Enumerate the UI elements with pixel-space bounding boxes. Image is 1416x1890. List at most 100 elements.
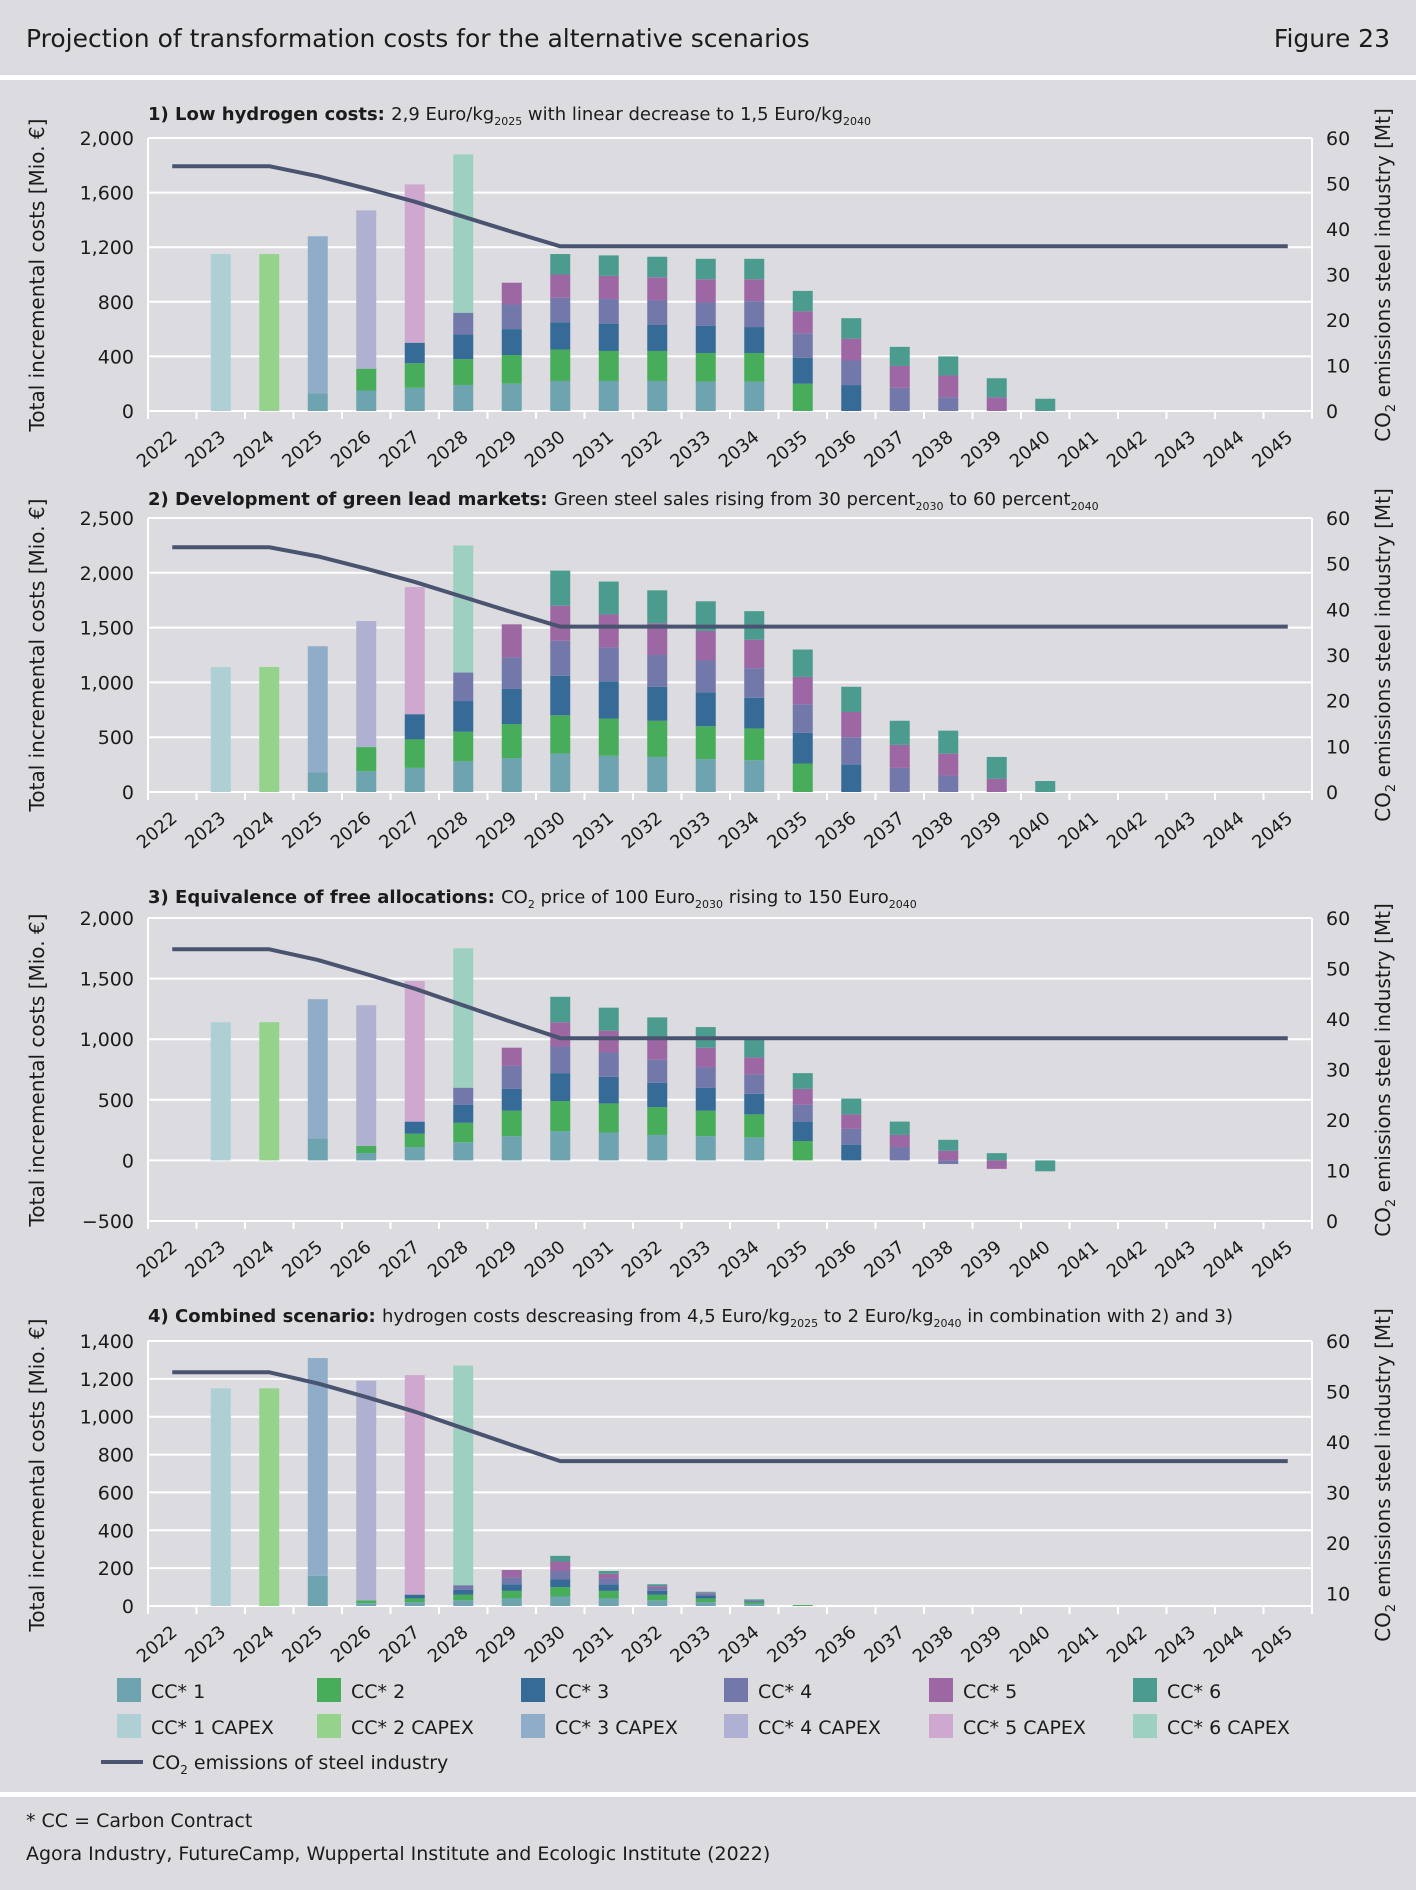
title-text: with linear decrease to 1,5 Euro/kg bbox=[522, 104, 843, 125]
x-tick-label: 2044 bbox=[1200, 808, 1249, 854]
bar-cc4 bbox=[938, 397, 959, 411]
bar-cc2 bbox=[598, 350, 619, 381]
bar-cc2 bbox=[695, 352, 716, 382]
y-tick-label: 2,000 bbox=[80, 128, 134, 150]
legend-line-sub: 2 bbox=[180, 1763, 188, 1777]
y2-axis-title: CO2 emissions steel industry [Mt] bbox=[1371, 108, 1399, 442]
x-tick-label: 2041 bbox=[1054, 808, 1103, 854]
x-tick-label: 2023 bbox=[181, 808, 230, 854]
bar-cc3 bbox=[501, 329, 522, 356]
bar-cc6-capex bbox=[453, 948, 474, 1088]
bar-cc1 bbox=[501, 383, 522, 411]
bar-cc1 bbox=[356, 771, 377, 792]
bar-cc2 bbox=[453, 731, 474, 762]
x-tick-label: 2039 bbox=[957, 808, 1006, 854]
title-subscript: 2030 bbox=[695, 898, 723, 911]
bar-cc2-capex bbox=[259, 254, 280, 411]
legend-label: CC* 2 bbox=[351, 1681, 405, 1703]
x-tick-label: 2032 bbox=[618, 1237, 667, 1283]
legend-label: CC* 6 CAPEX bbox=[1167, 1717, 1290, 1739]
bar-cc2 bbox=[404, 1133, 425, 1148]
bar-cc4 bbox=[938, 1160, 959, 1165]
x-tick-label: 2022 bbox=[133, 808, 182, 854]
y2-tick-label: 10 bbox=[1326, 1161, 1350, 1183]
legend-swatch bbox=[1133, 1714, 1157, 1738]
x-tick-label: 2032 bbox=[618, 808, 667, 854]
legend-label: CC* 4 CAPEX bbox=[758, 1717, 881, 1739]
bar-cc3 bbox=[598, 323, 619, 351]
bar-cc2 bbox=[404, 739, 425, 768]
y-tick-label: 0 bbox=[122, 782, 134, 804]
bar-cc1 bbox=[404, 1147, 425, 1161]
bar-cc6 bbox=[841, 686, 862, 712]
x-tick-label: 2028 bbox=[424, 1237, 473, 1283]
y2-tick-label: 30 bbox=[1326, 1060, 1350, 1082]
legend-line-text: CO bbox=[152, 1752, 180, 1774]
y2-tick-label: 50 bbox=[1326, 554, 1350, 576]
bar-cc4 bbox=[598, 1578, 619, 1585]
bar-cc5 bbox=[598, 614, 619, 648]
bar-cc6 bbox=[744, 1039, 765, 1058]
x-tick-label: 2035 bbox=[763, 808, 812, 854]
y2-title-text: CO bbox=[1371, 1612, 1395, 1642]
chart-title: 1) Low hydrogen costs: 2,9 Euro/kg2025 w… bbox=[148, 104, 871, 128]
x-tick-label: 2036 bbox=[812, 808, 861, 854]
bar-cc1 bbox=[744, 1137, 765, 1161]
x-tick-label: 2030 bbox=[521, 1622, 570, 1668]
x-tick-label: 2037 bbox=[860, 808, 909, 854]
x-tick-label: 2029 bbox=[472, 1622, 521, 1668]
bar-cc3 bbox=[550, 675, 571, 716]
bar-cc4 bbox=[744, 1074, 765, 1094]
bar-cc5 bbox=[501, 1047, 522, 1066]
bar-cc3 bbox=[453, 701, 474, 732]
bar-cc3 bbox=[841, 764, 862, 792]
title-text: Green steel sales rising from 30 percent bbox=[554, 489, 916, 510]
bar-cc3 bbox=[598, 681, 619, 719]
title-text: hydrogen costs descreasing from 4,5 Euro… bbox=[382, 1306, 790, 1327]
bar-cc1 bbox=[550, 1131, 571, 1161]
bar-cc6 bbox=[889, 720, 910, 745]
bar-cc6 bbox=[792, 1073, 813, 1089]
legend-swatch bbox=[317, 1678, 341, 1702]
y-tick-label: 2,000 bbox=[80, 563, 134, 585]
bar-cc1 bbox=[598, 1598, 619, 1606]
x-tick-label: 2039 bbox=[957, 1237, 1006, 1283]
bar-cc3 bbox=[404, 714, 425, 740]
y-tick-label: 1,400 bbox=[80, 1331, 134, 1353]
bar-cc2 bbox=[453, 1594, 474, 1601]
title-text: 1) Low hydrogen costs: bbox=[148, 104, 391, 125]
bar-cc3 bbox=[404, 1594, 425, 1599]
bar-cc4 bbox=[792, 1104, 813, 1122]
x-tick-label: 2031 bbox=[569, 1237, 618, 1283]
bar-cc2 bbox=[356, 1600, 377, 1604]
chart-title: 2) Development of green lead markets: Gr… bbox=[148, 489, 1099, 513]
bar-cc4 bbox=[841, 360, 862, 386]
x-tick-label: 2024 bbox=[230, 427, 279, 473]
chart-title: 3) Equivalence of free allocations: CO2 … bbox=[148, 887, 917, 911]
chart-panel-1: 1) Low hydrogen costs: 2,9 Euro/kg2025 w… bbox=[25, 104, 1399, 472]
bar-cc6 bbox=[841, 318, 862, 339]
y2-tick-label: 20 bbox=[1326, 310, 1350, 332]
bar-cc5 bbox=[841, 711, 862, 738]
y-tick-label: 1,000 bbox=[80, 672, 134, 694]
bar-cc5 bbox=[889, 744, 910, 768]
y-tick-label: 1,000 bbox=[80, 1407, 134, 1429]
bar-cc3 bbox=[744, 1093, 765, 1115]
y-tick-label: 2,000 bbox=[80, 908, 134, 930]
bar-cc4 bbox=[550, 640, 571, 676]
x-tick-label: 2037 bbox=[860, 1237, 909, 1283]
x-tick-label: 2034 bbox=[715, 1622, 764, 1668]
y-tick-label: 400 bbox=[98, 346, 134, 368]
x-tick-label: 2029 bbox=[472, 808, 521, 854]
x-tick-label: 2042 bbox=[1103, 1237, 1152, 1283]
x-tick-label: 2027 bbox=[375, 808, 424, 854]
legend-line-text: emissions of steel industry bbox=[188, 1752, 448, 1774]
legend-swatch bbox=[117, 1714, 141, 1738]
bar-cc1 bbox=[744, 760, 765, 792]
bar-cc2 bbox=[404, 363, 425, 388]
y-tick-label: 800 bbox=[98, 292, 134, 314]
x-tick-label: 2036 bbox=[812, 1622, 861, 1668]
bar-cc3 bbox=[501, 1584, 522, 1591]
x-tick-label: 2025 bbox=[278, 427, 327, 473]
y-tick-label: 400 bbox=[98, 1520, 134, 1542]
